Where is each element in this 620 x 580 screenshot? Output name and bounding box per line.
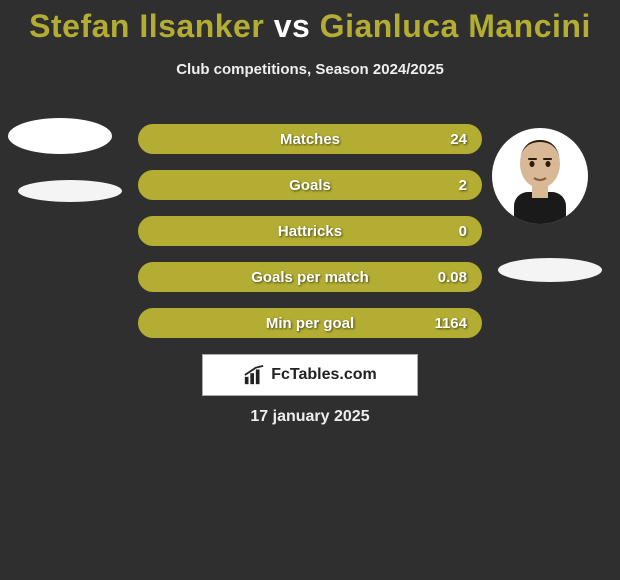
stat-bar-value: 2 <box>459 177 467 194</box>
page-title: Stefan Ilsanker vs Gianluca Mancini <box>0 0 620 45</box>
stat-bar-value: 1164 <box>434 315 467 332</box>
stat-bar-label: Hattricks <box>278 223 342 240</box>
stat-bars: Matches 24 Goals 2 Hattricks 0 Goals per match… <box>138 124 482 354</box>
chart-icon <box>243 364 265 386</box>
avatar-left-shadow <box>18 180 122 202</box>
person-icon <box>500 134 580 224</box>
stat-bar: Min per goal 1164 <box>138 308 482 338</box>
stat-bar-value: 24 <box>450 131 467 148</box>
stat-bar: Goals 2 <box>138 170 482 200</box>
title-player2: Gianluca Mancini <box>320 8 591 44</box>
stat-bar-value: 0.08 <box>438 269 467 286</box>
stat-bar-label: Min per goal <box>266 315 354 332</box>
stat-bar-label: Matches <box>280 131 340 148</box>
subtitle: Club competitions, Season 2024/2025 <box>0 61 620 78</box>
title-player1: Stefan Ilsanker <box>29 8 264 44</box>
stat-bar: Hattricks 0 <box>138 216 482 246</box>
stat-bar: Matches 24 <box>138 124 482 154</box>
logo-box: FcTables.com <box>202 354 418 396</box>
stat-bar-label: Goals per match <box>251 269 369 286</box>
avatar-left-placeholder <box>8 118 112 154</box>
title-vs: vs <box>274 8 311 44</box>
date-text: 17 january 2025 <box>0 408 620 426</box>
stat-bar-label: Goals <box>289 177 331 194</box>
logo-text: FcTables.com <box>271 366 377 384</box>
avatar-right-shadow <box>498 258 602 282</box>
stat-bar: Goals per match 0.08 <box>138 262 482 292</box>
avatar-right <box>492 128 588 224</box>
stat-bar-value: 0 <box>459 223 467 240</box>
